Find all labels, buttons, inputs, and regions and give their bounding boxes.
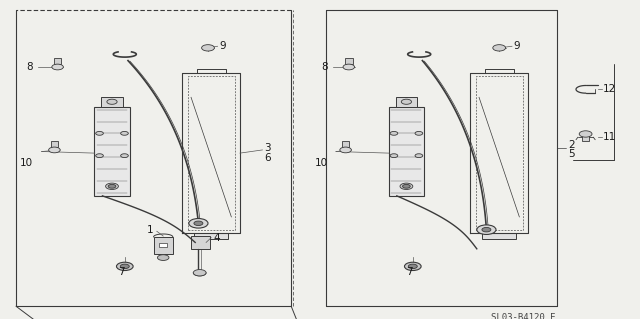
Text: 4: 4 xyxy=(213,233,220,243)
Circle shape xyxy=(408,264,417,269)
Circle shape xyxy=(107,99,117,104)
Bar xyxy=(345,58,353,64)
Text: SL03-B4120 E: SL03-B4120 E xyxy=(491,313,556,319)
Bar xyxy=(101,97,123,107)
Circle shape xyxy=(340,147,351,153)
Bar xyxy=(95,107,129,196)
Circle shape xyxy=(96,131,104,135)
Circle shape xyxy=(120,131,128,135)
Text: 12: 12 xyxy=(603,84,616,94)
Bar xyxy=(482,233,516,239)
Circle shape xyxy=(189,219,208,228)
Text: 10: 10 xyxy=(20,158,33,168)
Bar xyxy=(194,233,228,239)
Circle shape xyxy=(415,154,422,158)
Circle shape xyxy=(400,183,413,189)
Circle shape xyxy=(96,154,104,158)
Text: 8: 8 xyxy=(321,62,328,72)
Text: 3: 3 xyxy=(264,143,271,153)
Bar xyxy=(396,97,417,107)
Text: 5: 5 xyxy=(568,149,575,159)
Circle shape xyxy=(194,221,203,226)
Circle shape xyxy=(108,184,116,188)
Bar xyxy=(159,243,167,248)
Circle shape xyxy=(404,262,421,271)
Circle shape xyxy=(482,227,491,232)
Circle shape xyxy=(193,270,206,276)
Bar xyxy=(191,236,210,249)
Circle shape xyxy=(120,154,128,158)
Circle shape xyxy=(106,183,118,189)
Circle shape xyxy=(415,131,422,135)
Circle shape xyxy=(403,184,410,188)
Bar xyxy=(342,141,349,147)
Text: 9: 9 xyxy=(219,41,225,51)
Circle shape xyxy=(343,64,355,70)
Circle shape xyxy=(579,131,592,137)
Bar xyxy=(51,141,58,147)
Text: 6: 6 xyxy=(264,153,271,163)
Bar xyxy=(389,107,424,196)
Circle shape xyxy=(52,64,63,70)
Circle shape xyxy=(116,262,133,271)
Bar xyxy=(154,237,173,255)
Text: 7: 7 xyxy=(118,267,125,277)
Text: 11: 11 xyxy=(603,132,616,142)
Text: 8: 8 xyxy=(27,62,33,72)
Text: 1: 1 xyxy=(147,225,154,235)
Circle shape xyxy=(477,225,496,234)
Circle shape xyxy=(390,154,398,158)
Circle shape xyxy=(157,255,169,260)
Text: 9: 9 xyxy=(513,41,520,51)
Circle shape xyxy=(120,264,129,269)
Text: 10: 10 xyxy=(314,158,328,168)
Circle shape xyxy=(493,45,506,51)
Circle shape xyxy=(390,131,398,135)
Text: 7: 7 xyxy=(406,267,413,277)
Circle shape xyxy=(401,99,412,104)
Circle shape xyxy=(49,147,60,153)
Circle shape xyxy=(202,45,214,51)
Bar xyxy=(582,134,589,141)
Text: 2: 2 xyxy=(568,140,575,150)
Bar xyxy=(54,58,61,64)
